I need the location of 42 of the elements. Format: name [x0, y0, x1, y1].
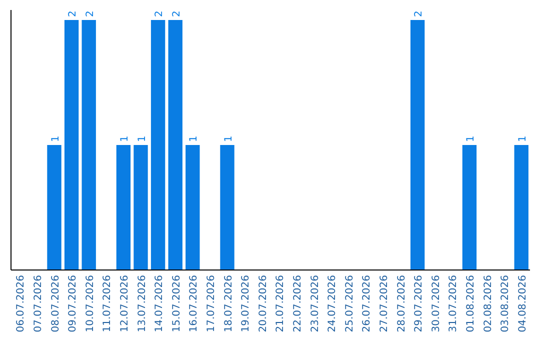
- x-tick-label: 09.07.2026: [68, 275, 79, 332]
- x-tick-label: 25.07.2026: [344, 275, 356, 332]
- data-label: 1: [517, 136, 528, 142]
- data-label: 1: [188, 136, 200, 142]
- x-tick-label: 02.08.2026: [482, 275, 494, 332]
- x-tick-label: 19.07.2026: [240, 275, 252, 332]
- data-label: 1: [465, 136, 476, 142]
- x-tick-label: 28.07.2026: [396, 275, 408, 332]
- data-label: 2: [154, 10, 166, 17]
- x-tick-label: 07.07.2026: [32, 275, 44, 332]
- x-tick-label: 11.07.2026: [102, 275, 114, 332]
- x-tick-label: 24.07.2026: [327, 275, 338, 332]
- data-label: 1: [50, 136, 62, 142]
- x-tick-label: 13.07.2026: [136, 275, 148, 332]
- x-tick-label: 21.07.2026: [275, 275, 286, 332]
- x-tick-label: 17.07.2026: [206, 275, 217, 332]
- x-tick-label: 12.07.2026: [119, 275, 130, 332]
- data-label: 2: [68, 10, 79, 17]
- data-label: 2: [84, 10, 96, 17]
- data-label: 2: [414, 10, 425, 17]
- data-label: 1: [223, 136, 234, 142]
- x-tick-label: 14.07.2026: [154, 275, 166, 332]
- x-tick-label: 04.08.2026: [517, 275, 528, 332]
- x-tick-label: 26.07.2026: [362, 275, 373, 332]
- data-label: 1: [119, 136, 130, 142]
- x-tick-label: 06.07.2026: [16, 275, 27, 332]
- x-tick-label: 18.07.2026: [223, 275, 234, 332]
- x-tick-label: 20.07.2026: [258, 275, 269, 332]
- x-tick-label: 16.07.2026: [188, 275, 200, 332]
- x-tick-label: 10.07.2026: [84, 275, 96, 332]
- data-label: 1: [136, 136, 148, 142]
- x-tick-label: 27.07.2026: [378, 275, 390, 332]
- x-tick-label: 15.07.2026: [171, 275, 182, 332]
- x-tick-label: 22.07.2026: [292, 275, 304, 332]
- x-tick-label: 23.07.2026: [310, 275, 321, 332]
- x-tick-label: 30.07.2026: [430, 275, 442, 332]
- data-label: 2: [171, 10, 182, 17]
- x-tick-label: 03.08.2026: [500, 275, 512, 332]
- x-tick-label: 31.07.2026: [448, 275, 460, 332]
- x-tick-label: 01.08.2026: [465, 275, 476, 332]
- x-tick-label: 08.07.2026: [50, 275, 62, 332]
- x-tick-label: 29.07.2026: [414, 275, 425, 332]
